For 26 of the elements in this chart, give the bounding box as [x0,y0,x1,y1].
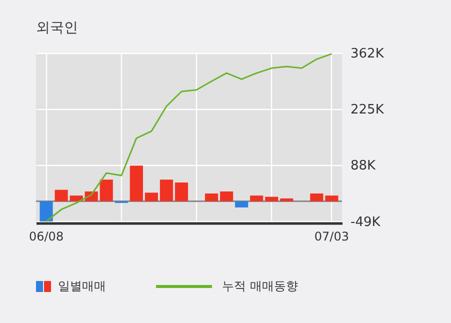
bar [265,196,278,202]
bar [310,194,324,202]
bar [54,190,68,202]
bar [70,196,83,202]
bar [205,194,218,202]
y-tick-label: 88K [350,158,376,174]
bar [174,182,188,202]
bar [40,201,53,222]
bar [250,196,264,202]
legend-label: 누적 매매동향 [222,278,298,295]
line-series [46,53,332,222]
y-tick-label: -49K [350,214,381,230]
bar [160,180,173,202]
bar [220,191,234,202]
x-tick-label: 06/08 [28,230,64,244]
bar [325,196,338,202]
x-tick-label: 07/03 [314,230,350,244]
bar [235,201,248,208]
bar [280,198,294,202]
bar [130,166,143,202]
y-tick-label: 362K [350,46,384,62]
bar [100,180,113,202]
chart-title: 외국인 [36,20,78,36]
y-tick-label: 225K [350,102,384,118]
legend-label: 일별매매 [58,278,106,295]
bar [144,192,158,202]
